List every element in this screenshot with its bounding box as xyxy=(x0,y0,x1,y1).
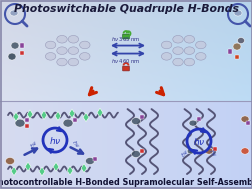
Ellipse shape xyxy=(161,41,171,49)
Text: $h\nu$: $h\nu$ xyxy=(49,135,61,146)
Ellipse shape xyxy=(188,120,196,126)
Text: $h\nu$: $h\nu$ xyxy=(178,147,190,159)
FancyBboxPatch shape xyxy=(122,66,129,71)
Polygon shape xyxy=(97,108,103,117)
Ellipse shape xyxy=(161,53,171,60)
Ellipse shape xyxy=(186,148,194,154)
Ellipse shape xyxy=(233,10,241,16)
Polygon shape xyxy=(39,167,45,176)
Text: $h\nu$: $h\nu$ xyxy=(192,136,204,146)
Ellipse shape xyxy=(131,150,140,157)
Bar xyxy=(25,118,29,122)
Polygon shape xyxy=(83,113,88,122)
Ellipse shape xyxy=(10,10,18,16)
Ellipse shape xyxy=(11,42,19,49)
Ellipse shape xyxy=(183,47,194,54)
Ellipse shape xyxy=(172,36,182,43)
Bar xyxy=(227,49,231,54)
Bar xyxy=(140,115,143,119)
Ellipse shape xyxy=(15,119,25,127)
Bar xyxy=(197,117,200,121)
Ellipse shape xyxy=(240,148,248,154)
Ellipse shape xyxy=(68,36,78,43)
Text: $h\nu$: $h\nu$ xyxy=(70,138,82,150)
Text: $h\nu$: $h\nu$ xyxy=(206,147,218,159)
Ellipse shape xyxy=(45,53,56,60)
Bar xyxy=(93,157,96,161)
Ellipse shape xyxy=(8,53,16,60)
Bar xyxy=(140,149,143,153)
FancyBboxPatch shape xyxy=(122,34,129,39)
Polygon shape xyxy=(53,162,59,171)
Ellipse shape xyxy=(56,36,67,43)
Bar xyxy=(245,121,249,125)
Ellipse shape xyxy=(79,53,90,60)
Ellipse shape xyxy=(56,47,67,54)
Bar xyxy=(20,43,24,48)
Ellipse shape xyxy=(183,36,194,43)
Bar xyxy=(20,51,24,55)
Polygon shape xyxy=(13,112,19,121)
Ellipse shape xyxy=(131,118,140,125)
Polygon shape xyxy=(55,112,61,120)
Bar xyxy=(234,55,238,59)
Polygon shape xyxy=(11,167,17,176)
Bar xyxy=(212,147,216,151)
Polygon shape xyxy=(27,110,33,119)
Ellipse shape xyxy=(237,38,243,43)
Ellipse shape xyxy=(68,58,78,66)
Text: Photocontrollable H-Bonded Supramolecular Self-Assembly: Photocontrollable H-Bonded Supramolecula… xyxy=(0,178,252,187)
Text: $h\nu$ 460 nm: $h\nu$ 460 nm xyxy=(111,57,140,65)
Ellipse shape xyxy=(204,148,212,154)
Ellipse shape xyxy=(79,41,90,49)
Polygon shape xyxy=(25,162,31,171)
Ellipse shape xyxy=(85,157,94,164)
Ellipse shape xyxy=(240,116,248,122)
Text: $h\nu$: $h\nu$ xyxy=(28,138,40,150)
Polygon shape xyxy=(67,166,73,175)
Ellipse shape xyxy=(195,41,205,49)
Bar xyxy=(73,118,77,122)
Ellipse shape xyxy=(195,53,205,60)
Ellipse shape xyxy=(45,41,56,49)
Ellipse shape xyxy=(172,47,182,54)
Ellipse shape xyxy=(183,58,194,66)
Ellipse shape xyxy=(63,119,73,127)
Text: Photoswitchable Quadruple H-Bonds: Photoswitchable Quadruple H-Bonds xyxy=(14,4,238,14)
Ellipse shape xyxy=(68,47,78,54)
Ellipse shape xyxy=(172,58,182,66)
Text: $h\nu$ 365 nm: $h\nu$ 365 nm xyxy=(111,35,140,43)
Polygon shape xyxy=(41,111,47,120)
Polygon shape xyxy=(69,109,75,118)
Ellipse shape xyxy=(232,43,240,50)
Polygon shape xyxy=(81,164,87,173)
Ellipse shape xyxy=(56,58,67,66)
Bar xyxy=(25,124,29,128)
Ellipse shape xyxy=(6,157,14,164)
